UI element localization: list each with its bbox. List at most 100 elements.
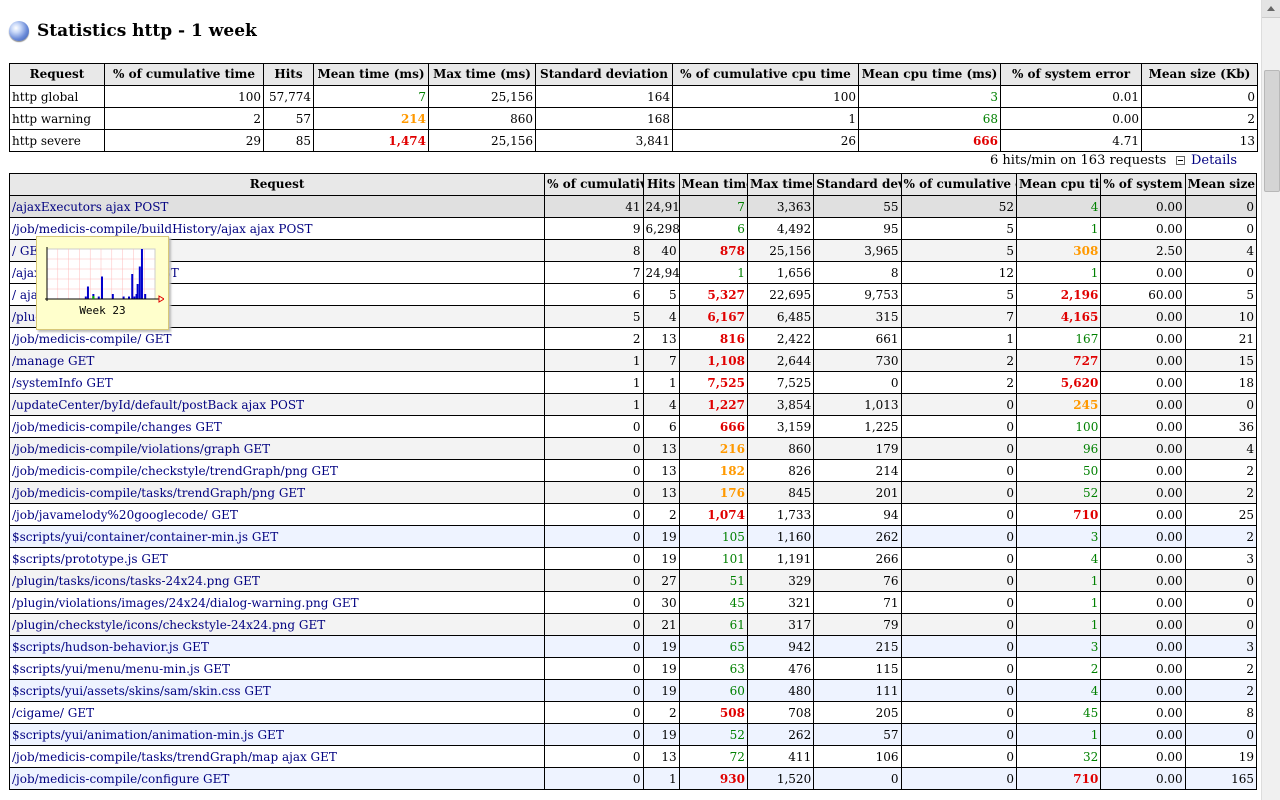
request-link[interactable]: /job/medicis-compile/tasks/trendGraph/pn… xyxy=(12,485,306,500)
request-link[interactable]: /ajaxExecutors ajax POST xyxy=(12,199,169,214)
mean-cell: 816 xyxy=(678,327,748,350)
pct-cell: 1 xyxy=(544,393,644,416)
request-link[interactable]: /job/medicis-compile/buildHistory/ajax a… xyxy=(12,221,313,236)
request-cell[interactable]: /job/javamelody%20googlecode/ GET xyxy=(8,503,546,526)
request-link[interactable]: /updateCenter/byId/default/postBack ajax… xyxy=(12,397,305,412)
summary-col-header[interactable]: % of cumulative cpu time xyxy=(672,63,859,86)
details-col-header[interactable]: Request xyxy=(8,173,546,196)
details-toggle[interactable]: Details xyxy=(1176,153,1237,168)
details-col-header[interactable]: Mean size (Kb) xyxy=(1184,173,1258,196)
details-col-header[interactable]: Hits xyxy=(642,173,680,196)
hits-cell: 19 xyxy=(642,657,680,680)
request-link[interactable]: $scripts/hudson-behavior.js GET xyxy=(12,639,209,654)
cpu-pct-cell: 0 xyxy=(900,679,1018,702)
err-cell: 0.00 xyxy=(1100,591,1186,614)
summary-col-header[interactable]: Mean time (ms) xyxy=(313,63,429,86)
request-link[interactable]: /plugin/violations/images/24x24/dialog-w… xyxy=(12,595,359,610)
request-link[interactable]: /job/javamelody%20googlecode/ GET xyxy=(12,507,238,522)
request-link[interactable]: $scripts/yui/menu/menu-min.js GET xyxy=(12,661,230,676)
request-link[interactable]: /manage GET xyxy=(12,353,95,368)
request-cell[interactable]: /plugin/tasks/icons/tasks-24x24.png GET xyxy=(8,569,546,592)
request-graph-tooltip: Week 23 xyxy=(36,236,169,330)
mean-cell: 1,108 xyxy=(678,349,748,372)
request-cell[interactable]: $scripts/yui/assets/skins/sam/skin.css G… xyxy=(8,679,546,702)
details-label[interactable]: Details xyxy=(1191,153,1238,168)
size-cell: 0 xyxy=(1184,217,1258,240)
table-row: /job/javamelody%20googlecode/ GET 0 2 1,074… xyxy=(8,503,1258,526)
details-col-header[interactable]: Mean time (ms) xyxy=(678,173,748,196)
cpu-mean-cell: 4,165 xyxy=(1015,305,1102,328)
summary-col-header[interactable]: Mean cpu time (ms) xyxy=(858,63,1001,86)
request-link[interactable]: /job/medicis-compile/tasks/trendGraph/ma… xyxy=(12,749,337,764)
summary-col-header[interactable]: Mean size (Kb) xyxy=(1141,63,1258,86)
summary-col-header[interactable]: Request xyxy=(9,63,105,86)
max-cell: 860 xyxy=(428,107,536,130)
details-col-header[interactable]: % of cumulative cpu time xyxy=(900,173,1018,196)
tooltip-bar xyxy=(128,296,130,299)
summary-col-header[interactable]: % of cumulative time xyxy=(104,63,264,86)
request-link[interactable]: /cigame/ GET xyxy=(12,705,95,720)
request-cell[interactable]: $scripts/yui/menu/menu-min.js GET xyxy=(8,657,546,680)
request-link[interactable]: /job/medicis-compile/configure GET xyxy=(12,771,230,786)
summary-col-header[interactable]: % of system error xyxy=(1000,63,1142,86)
details-col-header[interactable]: % of system error xyxy=(1100,173,1186,196)
cpu-pct-cell: 0 xyxy=(900,503,1018,526)
details-col-header[interactable]: Mean cpu time (ms) xyxy=(1015,173,1102,196)
request-cell[interactable]: /manage GET xyxy=(8,349,546,372)
request-cell[interactable]: $scripts/prototype.js GET xyxy=(8,547,546,570)
table-row: /job/medicis-compile/ GET 2 13 816 2,422 661 1… xyxy=(8,327,1258,350)
request-cell[interactable]: $scripts/hudson-behavior.js GET xyxy=(8,635,546,658)
mean-cell: 45 xyxy=(678,591,748,614)
request-link[interactable]: $scripts/yui/animation/animation-min.js … xyxy=(12,727,284,742)
hits-cell: 6 xyxy=(642,415,680,438)
request-link[interactable]: /job/medicis-compile/changes GET xyxy=(12,419,222,434)
scroll-up-arrow-icon[interactable] xyxy=(1262,0,1280,18)
request-link[interactable]: /job/medicis-compile/ GET xyxy=(12,331,172,346)
err-cell: 0.01 xyxy=(1000,85,1142,108)
request-link[interactable]: $scripts/yui/assets/skins/sam/skin.css G… xyxy=(12,683,271,698)
summary-col-header[interactable]: Max time (ms) xyxy=(428,63,536,86)
vertical-scrollbar[interactable] xyxy=(1261,0,1280,800)
cpu-pct-cell: 0 xyxy=(900,459,1018,482)
hits-cell: 2 xyxy=(642,503,680,526)
request-cell[interactable]: /job/medicis-compile/tasks/trendGraph/ma… xyxy=(8,745,546,768)
request-cell[interactable]: $scripts/yui/animation/animation-min.js … xyxy=(8,723,546,746)
summary-col-header[interactable]: Standard deviation xyxy=(535,63,673,86)
request-link[interactable]: /systemInfo GET xyxy=(12,375,113,390)
err-cell: 0.00 xyxy=(1100,305,1186,328)
hits-cell: 85 xyxy=(263,129,314,152)
request-cell[interactable]: /plugin/checkstyle/icons/checkstyle-24x2… xyxy=(8,613,546,636)
hits-cell: 21 xyxy=(642,613,680,636)
request-link[interactable]: /plugin/tasks/icons/tasks-24x24.png GET xyxy=(12,573,260,588)
request-link[interactable]: $scripts/yui/container/container-min.js … xyxy=(12,529,279,544)
size-cell: 18 xyxy=(1184,371,1258,394)
request-cell[interactable]: /ajaxExecutors ajax POST xyxy=(8,195,546,218)
request-link[interactable]: $scripts/prototype.js GET xyxy=(12,551,168,566)
request-cell[interactable]: /systemInfo GET xyxy=(8,371,546,394)
request-cell[interactable]: /job/medicis-compile/configure GET xyxy=(8,767,546,790)
summary-col-header[interactable]: Hits xyxy=(263,63,314,86)
globe-icon xyxy=(9,21,29,41)
request-cell[interactable]: /updateCenter/byId/default/postBack ajax… xyxy=(8,393,546,416)
request-cell[interactable]: $scripts/yui/container/container-min.js … xyxy=(8,525,546,548)
request-cell[interactable]: /job/medicis-compile/checkstyle/trendGra… xyxy=(8,459,546,482)
request-cell[interactable]: /plugin/violations/images/24x24/dialog-w… xyxy=(8,591,546,614)
scroll-thumb[interactable] xyxy=(1264,70,1280,192)
request-link[interactable]: /job/medicis-compile/violations/graph GE… xyxy=(12,441,271,456)
request-cell[interactable]: /job/medicis-compile/changes GET xyxy=(8,415,546,438)
collapse-icon[interactable] xyxy=(1176,156,1185,165)
request-link[interactable]: /job/medicis-compile/checkstyle/trendGra… xyxy=(12,463,338,478)
details-col-header[interactable]: % of cumulative time xyxy=(544,173,644,196)
std-cell: 55 xyxy=(813,195,902,218)
request-cell[interactable]: /job/medicis-compile/tasks/trendGraph/pn… xyxy=(8,481,546,504)
std-cell: 168 xyxy=(535,107,673,130)
request-cell[interactable]: /job/medicis-compile/violations/graph GE… xyxy=(8,437,546,460)
request-cell[interactable]: /cigame/ GET xyxy=(8,701,546,724)
table-row: /manage GET 1 7 1,108 2,644 730 2 727 0.00 15 xyxy=(8,349,1258,372)
request-link[interactable]: /plugin/checkstyle/icons/checkstyle-24x2… xyxy=(12,617,326,632)
request-cell[interactable]: /job/medicis-compile/ GET xyxy=(8,327,546,350)
err-cell: 0.00 xyxy=(1100,261,1186,284)
details-col-header[interactable]: Max time (ms) xyxy=(746,173,815,196)
err-cell: 0.00 xyxy=(1100,679,1186,702)
details-col-header[interactable]: Standard deviation xyxy=(813,173,902,196)
